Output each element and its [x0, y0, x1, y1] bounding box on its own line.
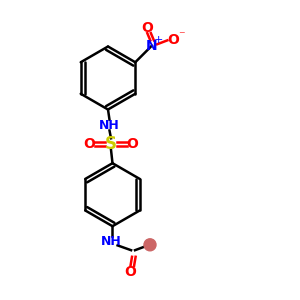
Text: O: O: [141, 21, 153, 35]
Text: S: S: [105, 135, 117, 153]
Text: O: O: [124, 265, 136, 279]
Circle shape: [144, 239, 156, 251]
Text: NH: NH: [99, 118, 120, 132]
Text: O: O: [83, 137, 95, 151]
Text: N: N: [146, 39, 158, 53]
Text: +: +: [154, 35, 163, 45]
Text: O: O: [127, 137, 139, 151]
Text: ⁻: ⁻: [178, 29, 185, 42]
Text: O: O: [167, 33, 179, 47]
Text: NH: NH: [100, 235, 122, 248]
